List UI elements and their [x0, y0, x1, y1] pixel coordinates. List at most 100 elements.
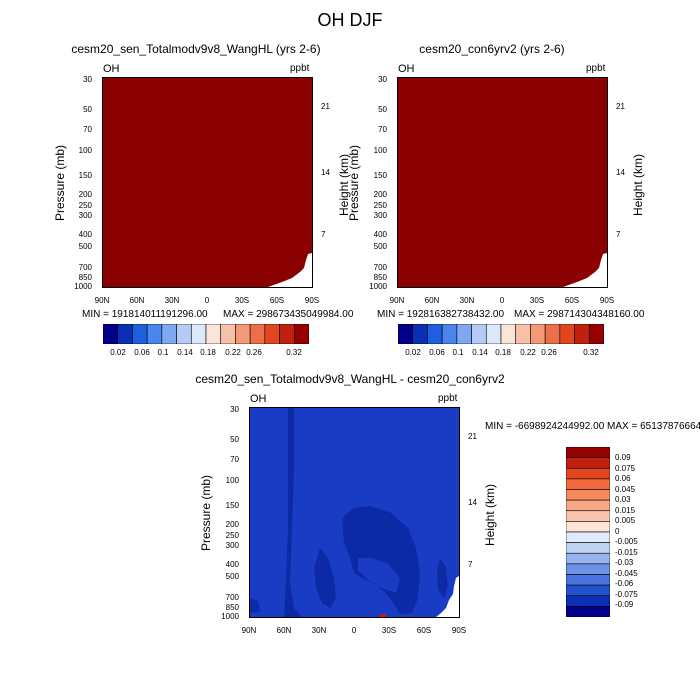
colorbar-label: 0.1: [452, 348, 464, 357]
y-tick: 70: [230, 455, 239, 464]
x-tick: 60N: [424, 296, 440, 305]
colorbar-label: 0.22: [225, 348, 241, 357]
colorbar-swatch: [574, 324, 590, 344]
x-tick: 60S: [564, 296, 580, 305]
x-tick: 0: [351, 626, 357, 635]
x-tick: 0: [499, 296, 505, 305]
colorbar-label: 0.32: [583, 348, 599, 357]
plot-area: [102, 77, 313, 288]
y-tick: 30: [230, 405, 239, 414]
colorbar-label: -0.015: [615, 548, 638, 557]
y-tick: 850: [373, 273, 387, 282]
max-value: MAX = 651378766643: [607, 421, 700, 432]
y-tick: 200: [373, 190, 387, 199]
y-tick: 150: [225, 501, 239, 510]
y-tick: 50: [230, 435, 239, 444]
y-tick: 1000: [221, 612, 239, 621]
colorbar-swatch: [456, 324, 472, 344]
y-tick: 250: [373, 201, 387, 210]
colorbar-swatch: [566, 489, 610, 501]
y-axis-label: Pressure (mb): [347, 145, 361, 222]
contour-region-base: [358, 558, 400, 593]
x-tick: 60S: [416, 626, 432, 635]
colorbar-label: 0.26: [541, 348, 557, 357]
units-label: ppbt: [586, 63, 606, 74]
colorbar-swatch: [471, 324, 487, 344]
panel-left: cesm20_sen_Totalmodv9v8_WangHL (yrs 2-6)…: [0, 0, 353, 360]
y-tick: 400: [225, 560, 239, 569]
x-tick: 30N: [459, 296, 475, 305]
y-tick: 700: [78, 263, 92, 272]
field-fill: [398, 78, 607, 287]
colorbar-swatch: [566, 595, 610, 607]
colorbar-swatch: [566, 467, 610, 480]
min-value: MIN = -6698924244992.00: [485, 421, 605, 432]
y-tick: 850: [225, 603, 239, 612]
panel-difference: cesm20_sen_Totalmodv9v8_WangHL - cesm20_…: [0, 360, 700, 700]
missing-region: [436, 576, 459, 617]
colorbar-swatch: [566, 574, 610, 586]
x-tick: 90S: [451, 626, 467, 635]
colorbar-label: 0.14: [472, 348, 488, 357]
colorbar-label: -0.09: [615, 600, 634, 609]
colorbar-label: 0.005: [615, 516, 636, 525]
y-tick: 70: [83, 125, 92, 134]
contour-region-dark: [342, 506, 420, 614]
colorbar-label: -0.045: [615, 569, 638, 578]
heatmap-field: [103, 78, 312, 287]
x-tick: 90N: [94, 296, 110, 305]
colorbar-swatch: [566, 521, 610, 533]
colorbar-swatch: [412, 324, 428, 344]
species-label: OH: [103, 63, 120, 75]
colorbar-swatch: [566, 499, 610, 512]
colorbar-label: 0.18: [200, 348, 216, 357]
min-value: MIN = 191814011191296.00: [82, 309, 208, 320]
colorbar-swatch: [515, 324, 531, 344]
units-label: ppbt: [290, 63, 310, 74]
colorbar-swatch: [500, 324, 517, 344]
colorbar-swatch: [566, 531, 610, 543]
y-tick: 200: [225, 520, 239, 529]
y-tick: 250: [78, 201, 92, 210]
colorbar-label: 0.06: [134, 348, 150, 357]
x-tick: 0: [204, 296, 210, 305]
height-tick: 7: [468, 560, 473, 569]
colorbar-swatch: [566, 606, 610, 617]
colorbar-label: 0.26: [246, 348, 262, 357]
plot-area: [397, 77, 608, 288]
colorbar-label: 0.075: [615, 464, 636, 473]
height-tick: 7: [616, 230, 621, 239]
height-tick: 21: [616, 102, 625, 111]
colorbar-swatch: [566, 542, 610, 554]
min-value: MIN = 192816382738432.00: [377, 309, 505, 320]
y-tick: 1000: [74, 282, 92, 291]
colorbar: [398, 324, 604, 344]
height-tick: 14: [616, 168, 625, 177]
colorbar-swatch: [566, 563, 610, 575]
y-tick: 30: [378, 75, 387, 84]
colorbar-swatch: [544, 324, 561, 344]
height-tick: 14: [321, 168, 330, 177]
max-value: MAX = 298714304348160.00: [514, 309, 645, 320]
colorbar-label: 0.18: [495, 348, 511, 357]
y-tick: 100: [225, 476, 239, 485]
panel-title: cesm20_sen_Totalmodv9v8_WangHL (yrs 2-6): [71, 42, 321, 56]
x-tick: 60S: [269, 296, 285, 305]
y-tick: 150: [373, 171, 387, 180]
units-label: ppbt: [438, 393, 458, 404]
panel-title: cesm20_sen_Totalmodv9v8_WangHL - cesm20_…: [195, 372, 505, 386]
colorbar-label: 0.14: [177, 348, 193, 357]
contour-region-red: [380, 614, 386, 617]
y-tick: 850: [78, 273, 92, 282]
colorbar-swatch: [559, 324, 575, 344]
colorbar-swatch: [566, 447, 610, 458]
colorbar-label: 0.22: [520, 348, 536, 357]
colorbar-label: 0.015: [615, 506, 636, 515]
colorbar-label: 0: [615, 527, 620, 536]
y-axis-label-right: Height (km): [483, 484, 497, 547]
y-tick: 200: [78, 190, 92, 199]
y-axis-label: Pressure (mb): [199, 475, 213, 552]
heatmap-field: [250, 408, 459, 617]
contour-region-dark: [437, 558, 448, 598]
x-tick: 90N: [241, 626, 257, 635]
